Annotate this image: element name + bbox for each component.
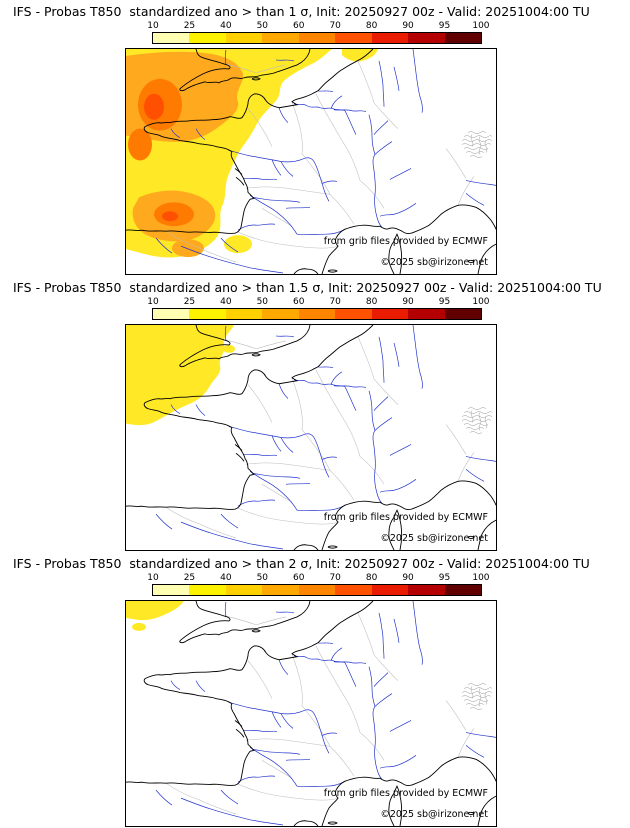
colorbar-segment <box>335 33 372 43</box>
copyright-line: ©2025 sb@irizone.net <box>380 257 488 268</box>
colorbar-tick: 10 <box>147 573 159 583</box>
colorbar-tick: 40 <box>220 21 232 31</box>
colorbar: 10 25 40 50 60 70 80 90 95 100 <box>147 573 490 596</box>
panel-title: IFS - Probas T850 standardized ano > tha… <box>13 280 602 295</box>
colorbar-segment <box>371 309 409 319</box>
colorbar-tick: 100 <box>472 573 490 583</box>
colorbar-segment <box>371 585 409 595</box>
colorbar-segment <box>225 585 263 595</box>
colorbar-segment <box>153 309 190 319</box>
colorbar-tick: 25 <box>183 21 196 31</box>
colorbar-segment <box>408 33 445 43</box>
colorbar-tick: 90 <box>402 297 414 307</box>
ecmwf-credit: from grib files provided by ECMWF <box>323 512 488 523</box>
colorbar-tick: 95 <box>438 21 451 31</box>
panel-title: IFS - Probas T850 standardized ano > tha… <box>13 4 590 19</box>
colorbar-segment <box>335 309 372 319</box>
colorbar-segment <box>262 585 299 595</box>
colorbar-segment <box>189 33 226 43</box>
colorbar-tick: 90 <box>402 21 414 31</box>
colorbar-segment <box>189 309 226 319</box>
map-sigma-1p5: from grib files provided by ECMWF ©2025 … <box>125 324 497 551</box>
colorbar-segment <box>262 33 299 43</box>
colorbar-tick: 10 <box>147 297 159 307</box>
colorbar-gradient <box>152 32 482 44</box>
colorbar-segment <box>371 33 409 43</box>
colorbar-tick: 25 <box>183 297 196 307</box>
colorbar-tick: 95 <box>438 297 451 307</box>
colorbar-tick: 95 <box>438 573 451 583</box>
colorbar-tick: 80 <box>365 573 378 583</box>
colorbar-tick-labels: 10 25 40 50 60 70 80 90 95 100 <box>143 21 491 31</box>
colorbar-tick: 100 <box>472 297 490 307</box>
colorbar-tick: 60 <box>293 573 305 583</box>
ecmwf-credit: from grib files provided by ECMWF <box>323 236 488 247</box>
colorbar-segment <box>153 585 190 595</box>
colorbar-tick: 50 <box>256 297 269 307</box>
colorbar-segment <box>298 309 336 319</box>
panel-sigma-1: IFS - Probas T850 standardized ano > tha… <box>0 0 630 276</box>
colorbar-tick: 80 <box>365 297 378 307</box>
colorbar-gradient <box>152 584 482 596</box>
copyright-line: ©2025 sb@irizone.net <box>380 809 488 820</box>
colorbar-tick: 80 <box>365 21 378 31</box>
panel-sigma-1p5: IFS - Probas T850 standardized ano > tha… <box>0 276 630 552</box>
colorbar-tick: 50 <box>256 21 269 31</box>
colorbar-segment <box>408 309 445 319</box>
colorbar-segment <box>444 33 481 43</box>
copyright-line: ©2025 sb@irizone.net <box>380 533 488 544</box>
colorbar-segment <box>408 585 445 595</box>
colorbar-tick: 60 <box>293 297 305 307</box>
colorbar-segment <box>444 309 481 319</box>
ecmwf-credit: from grib files provided by ECMWF <box>323 788 488 799</box>
colorbar-tick-labels: 10 25 40 50 60 70 80 90 95 100 <box>143 297 491 307</box>
colorbar-segment <box>298 585 336 595</box>
colorbar-segment <box>225 309 263 319</box>
colorbar-segment <box>153 33 190 43</box>
colorbar-tick-labels: 10 25 40 50 60 70 80 90 95 100 <box>143 573 491 583</box>
colorbar-tick: 70 <box>329 573 341 583</box>
colorbar-segment <box>189 585 226 595</box>
colorbar-tick: 40 <box>220 297 232 307</box>
colorbar-tick: 70 <box>329 297 341 307</box>
colorbar-tick: 60 <box>293 21 305 31</box>
colorbar-segment <box>225 33 263 43</box>
colorbar-segment <box>298 33 336 43</box>
map-sigma-1: from grib files provided by ECMWF ©2025 … <box>125 48 497 275</box>
colorbar: 10 25 40 50 60 70 80 90 95 100 <box>147 297 490 320</box>
colorbar-segment <box>262 309 299 319</box>
map-sigma-2: from grib files provided by ECMWF ©2025 … <box>125 600 497 827</box>
colorbar-tick: 10 <box>147 21 159 31</box>
colorbar: 10 25 40 50 60 70 80 90 95 100 <box>147 21 490 44</box>
colorbar-segment <box>444 585 481 595</box>
colorbar-tick: 70 <box>329 21 341 31</box>
colorbar-tick: 100 <box>472 21 490 31</box>
panel-title: IFS - Probas T850 standardized ano > tha… <box>13 556 590 571</box>
colorbar-tick: 50 <box>256 573 269 583</box>
colorbar-tick: 25 <box>183 573 196 583</box>
panel-sigma-2: IFS - Probas T850 standardized ano > tha… <box>0 552 630 828</box>
colorbar-tick: 40 <box>220 573 232 583</box>
colorbar-segment <box>335 585 372 595</box>
colorbar-gradient <box>152 308 482 320</box>
colorbar-tick: 90 <box>402 573 414 583</box>
